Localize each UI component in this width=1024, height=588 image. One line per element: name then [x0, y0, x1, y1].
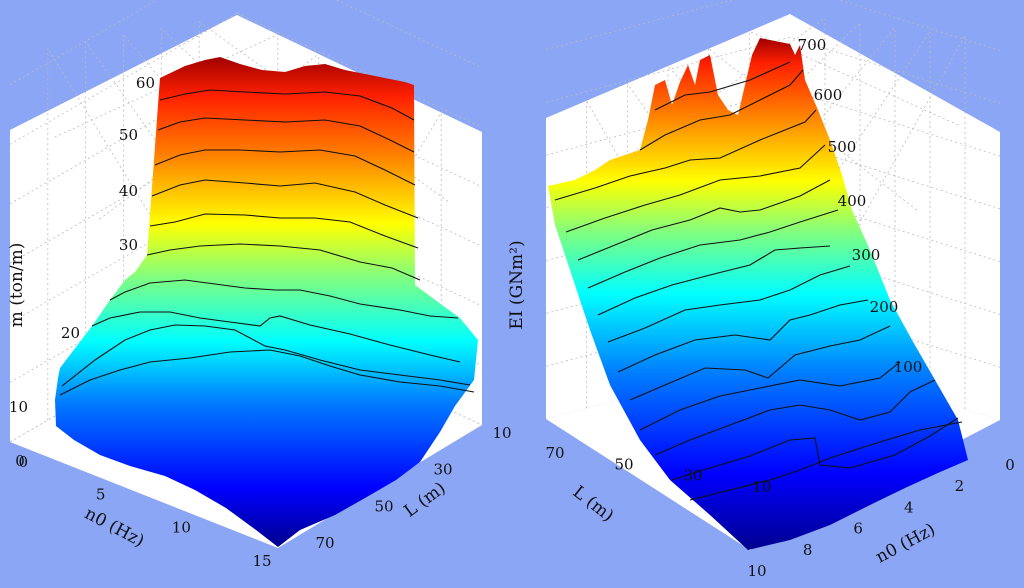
- grid-line: [9, 132, 238, 264]
- x-tick-label: 10: [172, 519, 191, 537]
- contour-line: [149, 213, 419, 249]
- x-tick-label: 0: [15, 452, 25, 470]
- stiffness-chart-contours: [554, 61, 963, 501]
- contour-line: [554, 109, 817, 201]
- contour-line: [607, 265, 851, 343]
- grid-line: [545, 0, 734, 50]
- y-tick-label: 30: [433, 461, 452, 479]
- contour-line: [629, 325, 891, 401]
- z-tick-label: 300: [852, 246, 881, 264]
- mass-chart-surface: [55, 57, 478, 547]
- contour-line: [61, 324, 471, 387]
- grid-line: [9, 72, 238, 205]
- contour-line: [654, 379, 936, 456]
- y-tick-label: 70: [315, 534, 334, 552]
- grid-line: [9, 12, 238, 145]
- y-tick-label: 10: [752, 478, 771, 496]
- z-axis-label: m (ton/m): [7, 243, 27, 328]
- z-tick-label: 200: [870, 298, 899, 316]
- contour-line: [639, 69, 804, 151]
- contour-line: [109, 279, 459, 319]
- contour-line: [59, 349, 475, 396]
- x-tick-label: 4: [904, 498, 914, 516]
- y-axis-label: L (m): [569, 482, 618, 526]
- contour-line: [577, 179, 831, 261]
- z-axis-label: EI (GNm²): [507, 240, 527, 329]
- x-axis-label: n0 (Hz): [81, 504, 147, 552]
- z-tick-label: 500: [828, 138, 857, 156]
- x-tick-label: 15: [252, 552, 271, 570]
- z-tick-label: 100: [894, 358, 923, 376]
- mass-chart-contours: [59, 89, 475, 396]
- contour-line: [639, 361, 901, 431]
- y-tick-label: 30: [683, 467, 702, 485]
- grid-line: [335, 0, 483, 69]
- contour-line: [565, 144, 826, 233]
- z-tick-label: 700: [798, 36, 827, 54]
- x-tick-label: 6: [853, 520, 863, 538]
- contour-line: [157, 117, 415, 153]
- grid-line: [9, 0, 158, 86]
- grid-line: [47, 48, 313, 479]
- contour-line: [154, 149, 416, 186]
- grid-line: [789, 195, 1001, 263]
- x-tick-label: 2: [955, 477, 965, 495]
- grid-line: [837, 0, 1001, 51]
- grid-line: [9, 191, 238, 324]
- contour-line: [91, 311, 461, 363]
- grid-line: [99, 53, 319, 220]
- contour-line: [654, 61, 791, 111]
- stiffness-chart-panel: 100 200 300 400 500 600 700 0 2 4 6 8 10 10 30 50 70 EI (…: [507, 0, 1015, 580]
- contour-line: [617, 299, 869, 373]
- contour-line: [689, 421, 963, 501]
- z-tick-label: 20: [61, 324, 80, 342]
- z-tick-label: 400: [838, 192, 867, 210]
- grid-line: [789, 89, 1001, 157]
- z-tick-label: 40: [119, 182, 138, 200]
- contour-line: [671, 417, 959, 481]
- y-tick-label: 50: [614, 455, 633, 473]
- z-tick-label: 10: [9, 398, 28, 416]
- x-tick-label: 5: [96, 485, 106, 503]
- z-tick-label: 0: [18, 453, 28, 471]
- y-tick-label: 50: [374, 497, 393, 515]
- contour-line: [587, 209, 839, 289]
- z-tick-label: 60: [136, 74, 155, 92]
- y-tick-label: 70: [545, 444, 564, 462]
- z-tick-label: 50: [119, 126, 138, 144]
- y-axis-label: L (m): [401, 478, 450, 521]
- x-tick-label: 10: [747, 562, 766, 580]
- contour-line: [151, 179, 419, 219]
- x-axis-label: n0 (Hz): [873, 520, 939, 568]
- grid-line: [236, 12, 483, 128]
- contour-line: [146, 243, 421, 281]
- z-tick-label: 30: [119, 236, 138, 254]
- z-tick-label: 600: [814, 86, 843, 104]
- contour-line: [159, 89, 415, 121]
- stiffness-chart-surface: [548, 38, 968, 550]
- x-tick-label: 8: [803, 541, 813, 559]
- contour-line: [597, 245, 831, 316]
- y-tick-label: 10: [492, 424, 511, 442]
- x-tick-label: 0: [1005, 456, 1015, 474]
